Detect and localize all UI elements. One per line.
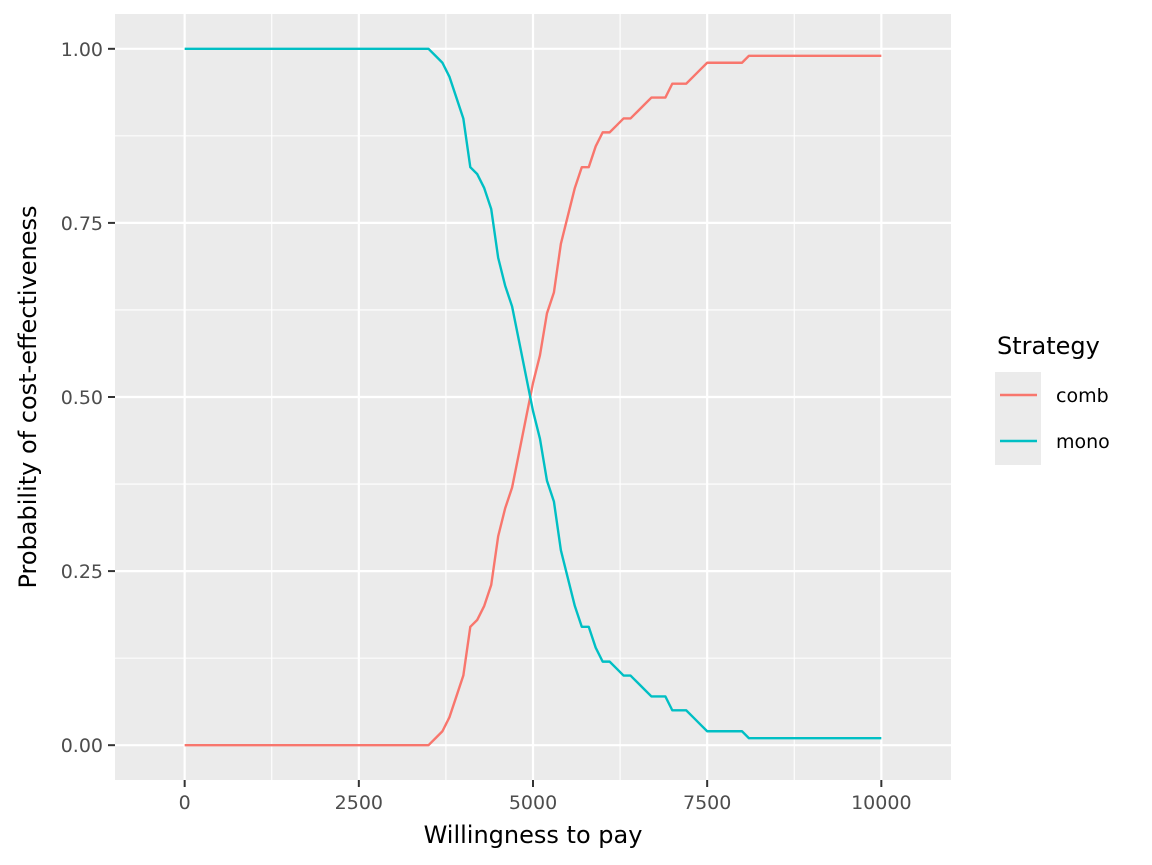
x-tick-label: 2500 [335,792,383,814]
x-tick-label: 7500 [683,792,731,814]
x-tick-label: 0 [179,792,191,814]
x-tick-label: 5000 [509,792,557,814]
y-tick-label: 0.00 [61,735,103,757]
y-tick-label: 0.75 [61,213,103,235]
legend: Strategy comb mono [995,332,1110,465]
x-tick-label: 10000 [851,792,911,814]
x-axis: 0 2500 5000 7500 10000 [179,780,912,814]
legend-key-bg [995,372,1041,465]
series-line-mono [184,47,882,740]
y-tick-label: 0.25 [61,561,103,583]
y-axis: 0.00 0.25 0.50 0.75 1.00 [61,39,115,757]
series-layer [184,47,882,747]
y-tick-label: 1.00 [61,39,103,61]
y-tick-label: 0.50 [61,387,103,409]
legend-label-comb: comb [1056,385,1109,407]
x-axis-title: Willingness to pay [424,821,643,849]
y-axis-title: Probability of cost-effectiveness [14,205,42,588]
legend-label-mono: mono [1056,431,1110,453]
series-line-comb [184,54,882,747]
legend-title: Strategy [997,332,1100,360]
